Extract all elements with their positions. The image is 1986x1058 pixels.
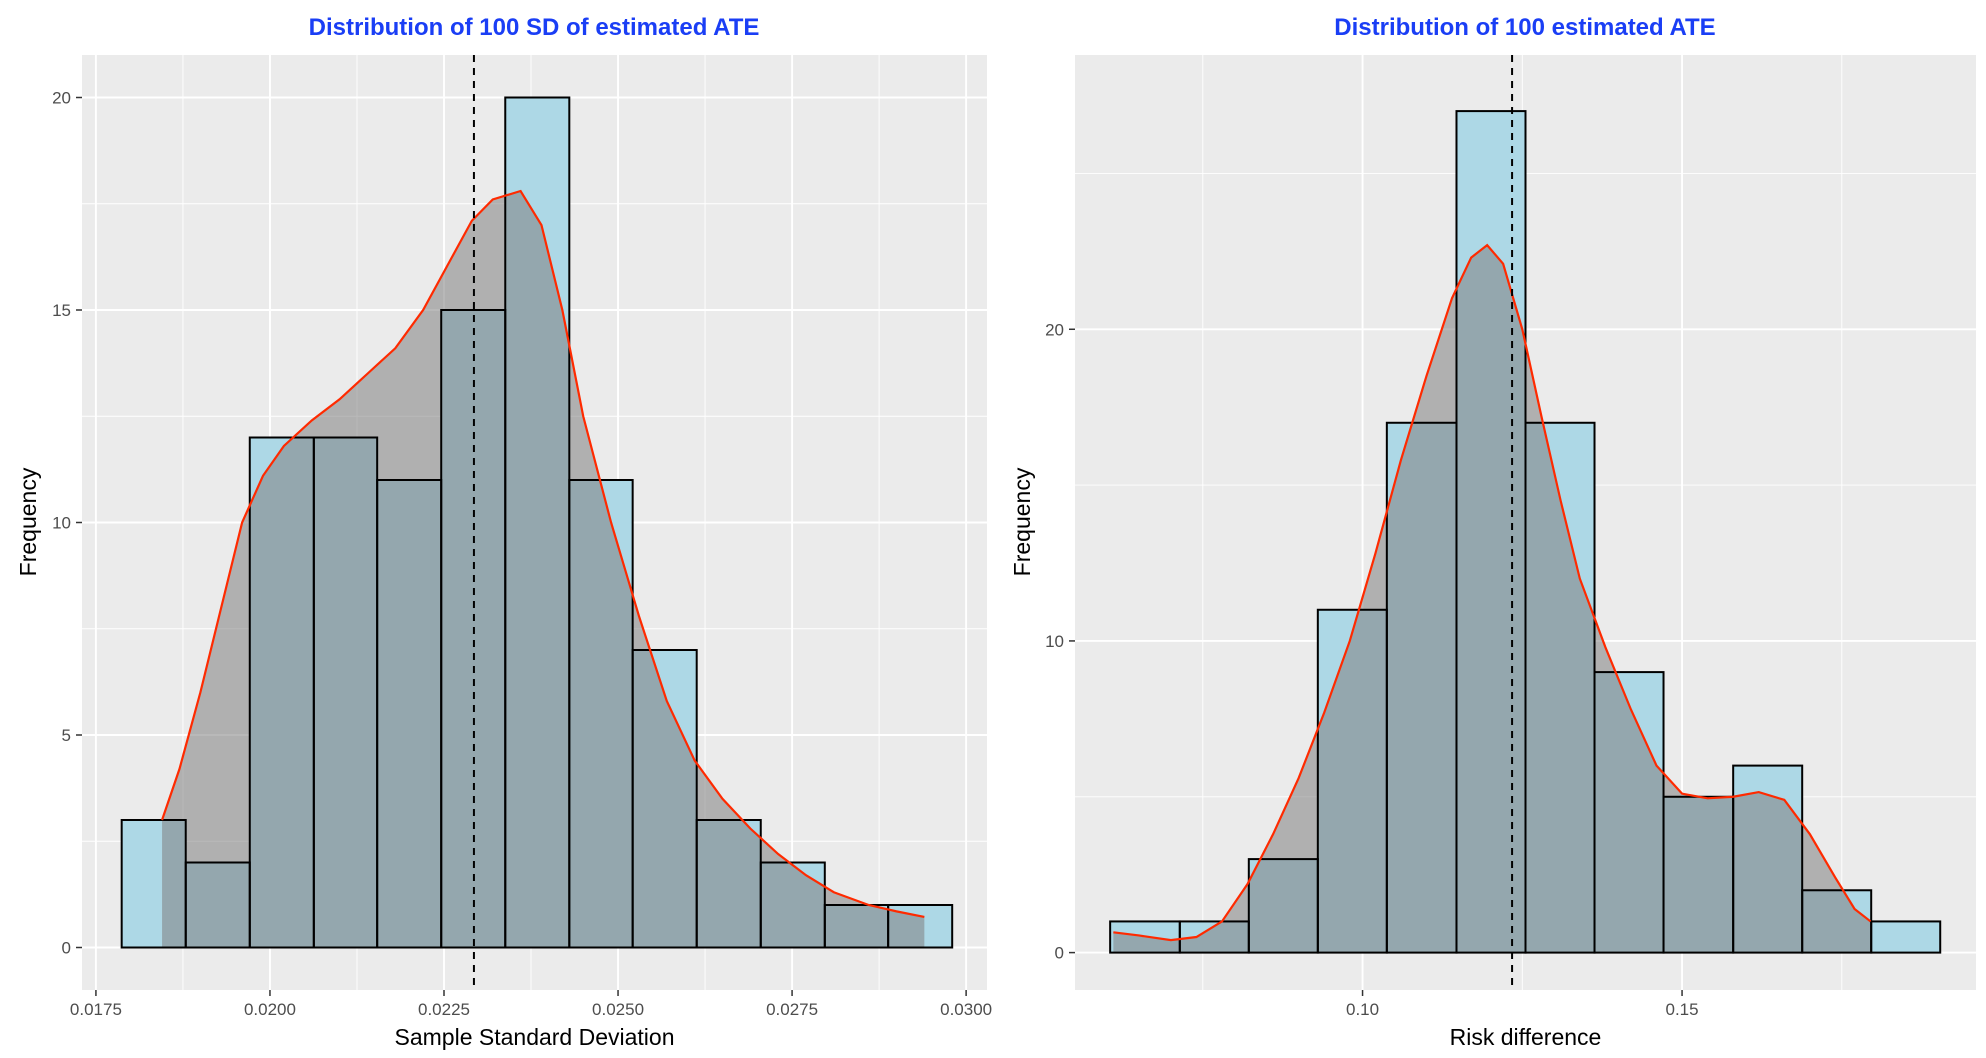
histogram-bar-outline [887, 904, 954, 949]
density-area [162, 191, 925, 948]
y-axis-title: Frequency [15, 467, 41, 576]
y-tick-label: 20 [52, 89, 71, 108]
y-tick-label: 15 [52, 301, 71, 320]
chart-panel-2: 0.10 0.15 0 10 20 Distribution of 100 estimat… [1009, 14, 1976, 1050]
x-tick-label: 0.0250 [592, 1000, 644, 1019]
x-tick-label: 0.0275 [766, 1000, 818, 1019]
chart-title: Distribution of 100 SD of estimated ATE [309, 14, 760, 41]
density-line [161, 189, 925, 918]
y-axis-title: Frequency [1009, 467, 1035, 576]
y-tick-label: 20 [1045, 320, 1064, 339]
x-tick-label: 0.0300 [940, 1000, 992, 1019]
density-area [1113, 245, 1871, 953]
histogram-bar-outline [631, 649, 698, 949]
x-axis-title: Sample Standard Deviation [395, 1024, 675, 1050]
histogram-bar [1871, 921, 1941, 953]
y-tick-label: 0 [62, 939, 71, 958]
chart-panel-1: 0.0175 0.0200 0.0225 0.0250 0.0275 0.0300 0 5 10… [15, 14, 992, 1050]
y-tick-label: 10 [1045, 632, 1064, 651]
y-tick-label: 10 [52, 514, 71, 533]
chart-title: Distribution of 100 estimated ATE [1334, 14, 1715, 41]
histogram-bar-outline [1732, 764, 1804, 954]
density-line [1113, 243, 1872, 942]
y-tick-label: 5 [62, 726, 71, 745]
x-axis-title: Risk difference [1450, 1024, 1602, 1050]
y-tick-label: 0 [1055, 944, 1064, 963]
x-tick-label: 0.0175 [70, 1000, 122, 1019]
x-tick-label: 0.10 [1346, 1000, 1379, 1019]
x-tick-label: 0.0200 [244, 1000, 296, 1019]
histogram-bar-outline [1870, 920, 1942, 954]
x-tick-label: 0.15 [1666, 1000, 1699, 1019]
x-tick-label: 0.0225 [418, 1000, 470, 1019]
